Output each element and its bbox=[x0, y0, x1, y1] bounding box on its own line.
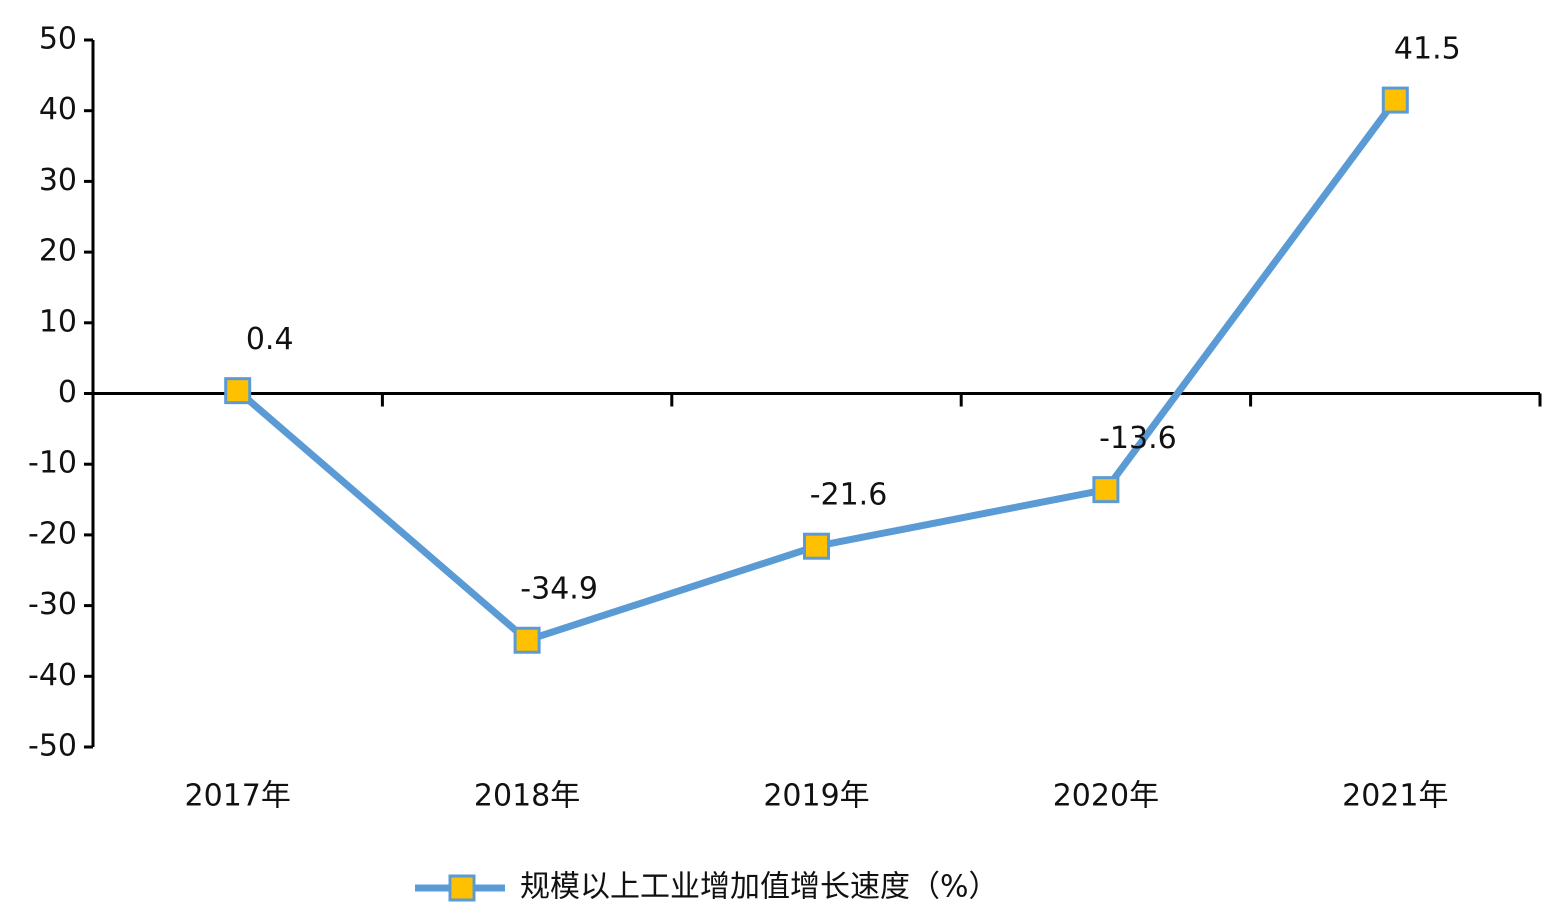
x-tick-label: 2018年 bbox=[474, 779, 580, 814]
y-tick-label: 40 bbox=[39, 92, 77, 127]
y-tick-label: 20 bbox=[39, 234, 77, 269]
data-label: -21.6 bbox=[810, 478, 888, 513]
y-tick-label: 30 bbox=[39, 163, 77, 198]
x-tick-label: 2019年 bbox=[763, 779, 869, 814]
y-tick-label: 10 bbox=[39, 304, 77, 339]
legend-label: 规模以上工业增加值增长速度（%） bbox=[520, 870, 999, 905]
legend-marker bbox=[448, 874, 476, 902]
y-tick-label: -40 bbox=[28, 658, 77, 693]
marker bbox=[1381, 86, 1409, 114]
data-label: -34.9 bbox=[520, 572, 598, 607]
y-tick-label: 50 bbox=[39, 22, 77, 57]
marker bbox=[513, 626, 541, 654]
y-tick-label: -50 bbox=[28, 729, 77, 764]
marker bbox=[1092, 476, 1120, 504]
x-tick-label: 2017年 bbox=[185, 779, 291, 814]
y-tick-label: -10 bbox=[28, 446, 77, 481]
y-tick-label: -30 bbox=[28, 587, 77, 622]
marker bbox=[803, 532, 830, 560]
y-tick-label: -20 bbox=[28, 516, 77, 551]
data-label: -13.6 bbox=[1099, 421, 1177, 456]
x-tick-label: 2020年 bbox=[1053, 779, 1159, 814]
data-label: 41.5 bbox=[1394, 32, 1461, 67]
marker bbox=[224, 377, 252, 405]
x-tick-label: 2021年 bbox=[1342, 779, 1448, 814]
data-label: 0.4 bbox=[246, 322, 294, 357]
y-tick-label: 0 bbox=[58, 375, 77, 410]
